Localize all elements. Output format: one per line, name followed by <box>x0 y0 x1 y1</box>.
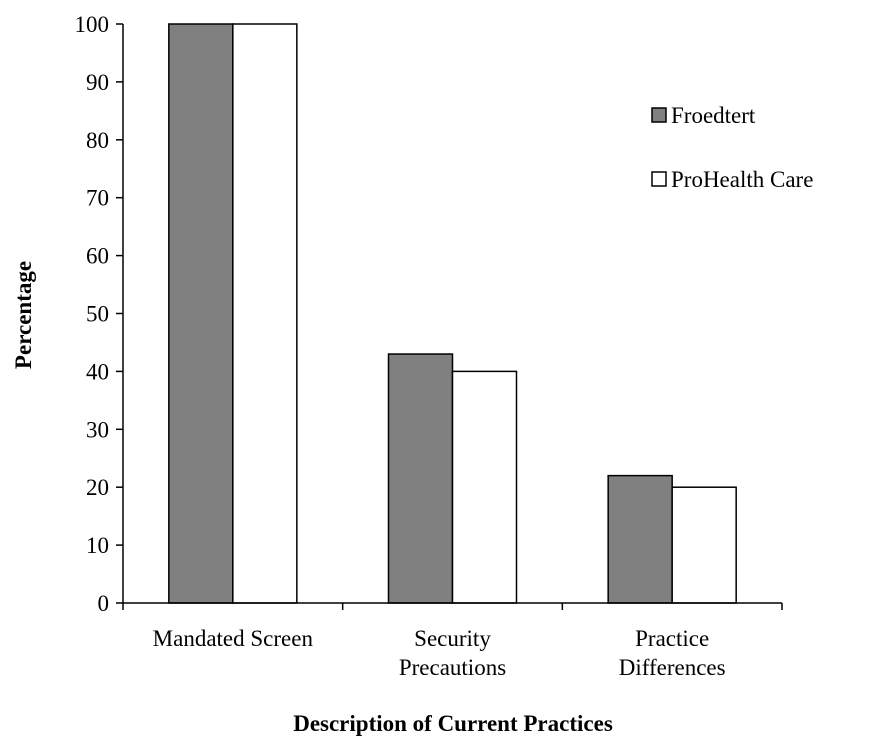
x-tick-label: Mandated Screen <box>153 626 314 651</box>
bar-prohealth-care <box>232 23 298 604</box>
bars <box>168 23 737 604</box>
y-tick-label: 50 <box>86 302 109 327</box>
y-axis-title: Percentage <box>11 261 36 369</box>
y-tick-label: 40 <box>86 359 109 384</box>
y-tick-label: 90 <box>86 70 109 95</box>
x-tick-label: Security Precautions <box>399 626 506 680</box>
y-tick-label: 80 <box>86 128 109 153</box>
x-axis <box>122 602 783 610</box>
y-tick-label: 20 <box>86 475 109 500</box>
x-tick-labels: Mandated Screen Security Precautions Practi… <box>153 626 726 680</box>
legend-label: Froedtert <box>671 103 756 128</box>
legend-swatch <box>651 107 667 123</box>
legend: Froedtert ProHealth Care <box>651 103 813 192</box>
bar-prohealth-care <box>451 370 518 604</box>
y-tick-label: 60 <box>86 244 109 269</box>
legend-label: ProHealth Care <box>671 167 813 192</box>
y-tick-label: 10 <box>86 533 109 558</box>
bar-froedtert <box>607 474 673 604</box>
y-axis <box>116 23 124 604</box>
y-tick-label: 100 <box>75 12 110 37</box>
y-tick-label: 0 <box>98 591 110 616</box>
y-tick-label: 70 <box>86 186 109 211</box>
bar-froedtert <box>387 353 454 604</box>
bar-prohealth-care <box>671 486 737 604</box>
y-tick-label: 30 <box>86 417 109 442</box>
legend-swatch <box>651 171 667 187</box>
y-tick-labels: 0 10 20 30 40 50 60 70 80 90 100 <box>75 12 110 616</box>
bar-froedtert <box>168 23 234 604</box>
x-axis-title: Description of Current Practices <box>293 711 613 736</box>
x-tick-label: Practice Differences <box>619 626 726 680</box>
